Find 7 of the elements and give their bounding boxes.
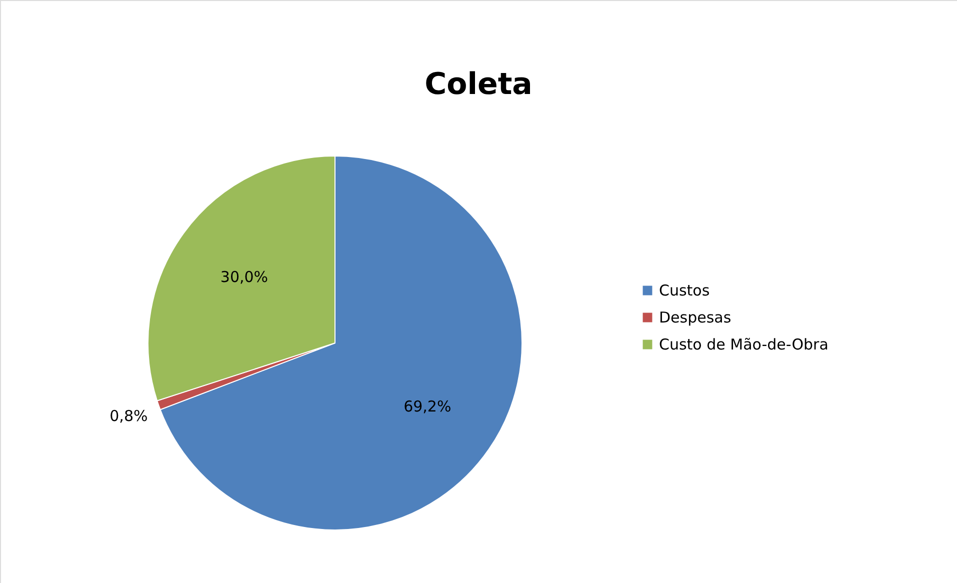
data-label: 30,0% <box>220 268 268 286</box>
data-label: 69,2% <box>404 398 452 416</box>
data-label: 0,8% <box>110 406 148 425</box>
chart-title: Coleta <box>424 67 532 102</box>
legend-label: Despesas <box>659 308 732 326</box>
legend-label: Custos <box>659 282 710 300</box>
legend-label: Custo de Mão-de-Obra <box>659 336 828 354</box>
